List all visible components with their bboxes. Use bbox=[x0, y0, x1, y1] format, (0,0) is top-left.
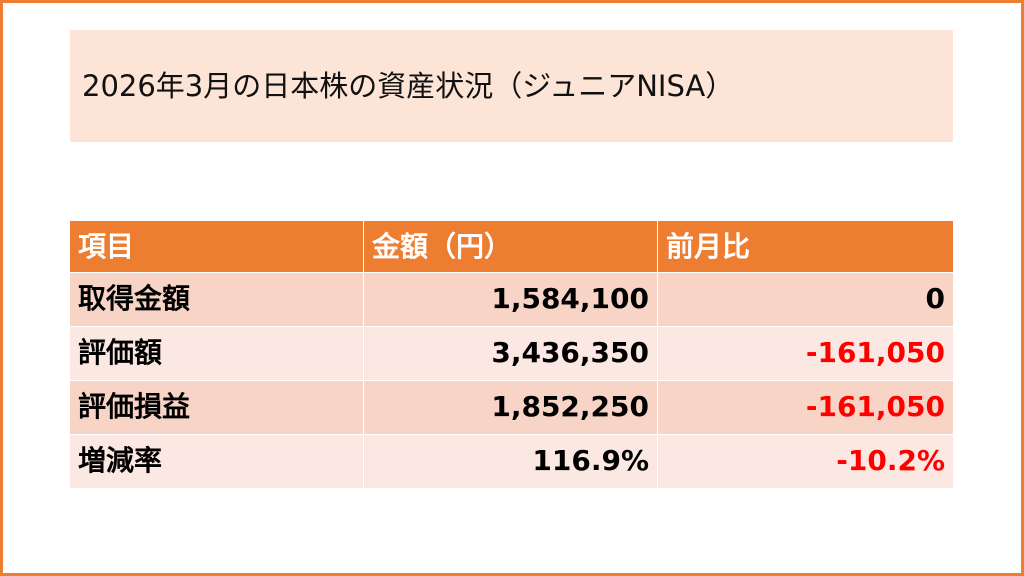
change-cell: -161,050 bbox=[658, 327, 953, 381]
row-label: 取得金額 bbox=[70, 273, 364, 327]
amount-cell: 1,584,100 bbox=[364, 273, 658, 327]
row-label: 評価額 bbox=[70, 327, 364, 381]
amount-cell: 116.9% bbox=[364, 435, 658, 489]
title: 2026年3月の日本株の資産状況（ジュニアNISA） bbox=[82, 69, 735, 103]
change-cell: -161,050 bbox=[658, 381, 953, 435]
row-label: 増減率 bbox=[70, 435, 364, 489]
table-row: 評価損益 1,852,250 -161,050 bbox=[70, 381, 953, 435]
table-row: 増減率 116.9% -10.2% bbox=[70, 435, 953, 489]
header-cell: 項目 bbox=[70, 221, 364, 273]
amount-cell: 3,436,350 bbox=[364, 327, 658, 381]
header-cell: 前月比 bbox=[658, 221, 953, 273]
table-row: 評価額 3,436,350 -161,050 bbox=[70, 327, 953, 381]
header-row: 項目 金額（円） 前月比 bbox=[70, 221, 953, 273]
title-box: 2026年3月の日本株の資産状況（ジュニアNISA） bbox=[70, 30, 953, 142]
change-cell: 0 bbox=[658, 273, 953, 327]
row-label: 評価損益 bbox=[70, 381, 364, 435]
table: 項目 金額（円） 前月比 取得金額 1,584,100 0 評価額 3,436,… bbox=[70, 221, 953, 489]
amount-cell: 1,852,250 bbox=[364, 381, 658, 435]
table-row: 取得金額 1,584,100 0 bbox=[70, 273, 953, 327]
change-cell: -10.2% bbox=[658, 435, 953, 489]
header-cell: 金額（円） bbox=[364, 221, 658, 273]
